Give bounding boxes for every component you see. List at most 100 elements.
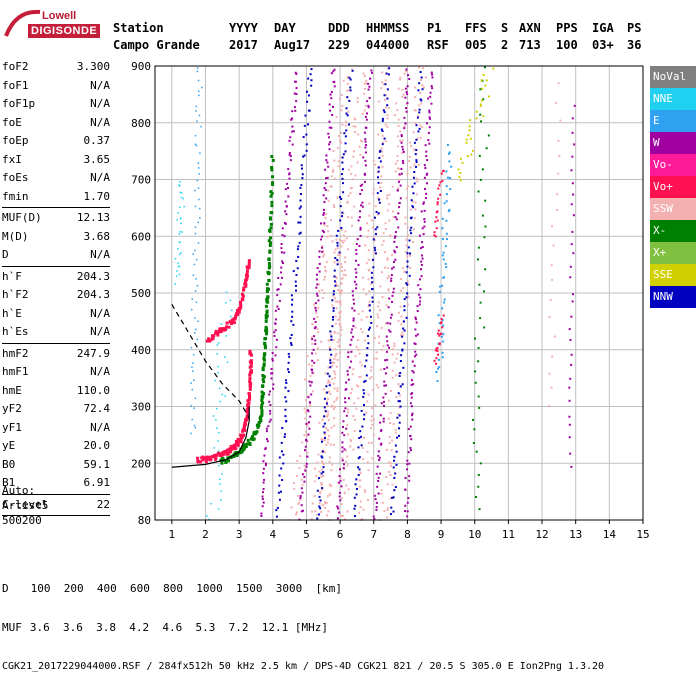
ssw-echo xyxy=(399,78,402,81)
w-echo xyxy=(314,302,317,305)
ssw-echo xyxy=(342,241,345,244)
ssw-echo xyxy=(324,372,327,375)
ssw-echo xyxy=(312,303,315,306)
trace-echo xyxy=(260,396,264,400)
ssw-echo xyxy=(375,351,378,354)
ssw-echo xyxy=(397,372,400,375)
w-echo xyxy=(266,438,269,441)
trace-echo xyxy=(242,433,246,437)
w-echo xyxy=(355,243,358,246)
w-echo xyxy=(364,126,367,129)
ssw-echo xyxy=(321,504,324,507)
ssw-echo xyxy=(327,510,330,513)
nnw-echo xyxy=(331,299,334,302)
chart-frame xyxy=(154,65,644,521)
w-echo xyxy=(355,271,358,274)
ssw-echo xyxy=(389,474,392,477)
x-echo xyxy=(474,495,477,498)
ssw-echo xyxy=(391,254,394,257)
ssw-echo xyxy=(401,151,404,154)
nnw-echo xyxy=(292,270,295,273)
nnw-echo xyxy=(361,425,364,428)
nnw-echo xyxy=(334,284,337,287)
logo-swoosh-icon xyxy=(4,9,41,37)
ssw-echo xyxy=(337,253,340,256)
ssw-echo xyxy=(331,361,334,364)
ssw-echo xyxy=(404,250,407,253)
w-echo xyxy=(306,455,309,458)
ssw-echo xyxy=(372,192,375,195)
sse-echo xyxy=(484,84,487,87)
ssw-echo xyxy=(387,106,390,109)
param-row: C-level 22 xyxy=(2,496,110,515)
w-echo xyxy=(403,510,406,513)
w-echo xyxy=(416,305,419,308)
x-echo xyxy=(477,347,480,350)
w-echo xyxy=(328,143,331,146)
ssw-echo xyxy=(361,276,364,279)
ssw-echo xyxy=(340,228,343,231)
y-tick-label: 300 xyxy=(131,401,151,414)
ssw-echo xyxy=(297,494,300,497)
w-echo xyxy=(407,428,410,431)
footer-d-val: 600 xyxy=(130,582,150,595)
vo-echo xyxy=(438,343,441,346)
w-echo xyxy=(274,318,277,321)
nnw-echo xyxy=(405,282,408,285)
ssw-echo xyxy=(368,214,371,217)
nnw-echo xyxy=(310,84,313,87)
w-echo xyxy=(295,100,298,103)
ssw-echo xyxy=(340,131,343,134)
trace-echo xyxy=(271,158,275,162)
nnw-echo xyxy=(322,470,325,473)
nnw-echo xyxy=(351,69,354,72)
x-echo xyxy=(481,168,484,171)
w-echo xyxy=(360,204,363,207)
ssw-echo xyxy=(417,104,420,107)
ssw-echo xyxy=(377,386,380,389)
hdr-value-station: Campo Grande xyxy=(113,38,200,52)
trace-echo xyxy=(265,300,269,304)
w-echo xyxy=(397,212,400,215)
w-echo xyxy=(313,327,316,330)
e-echo xyxy=(196,70,199,73)
w-echo xyxy=(374,498,377,501)
ssw-echo xyxy=(375,357,378,360)
e-echo xyxy=(441,227,444,230)
ssw-echo xyxy=(346,464,349,467)
nnw-echo xyxy=(367,335,370,338)
w-echo xyxy=(354,259,357,262)
w-echo xyxy=(411,392,414,395)
ssw-echo xyxy=(551,355,554,358)
ssw-echo xyxy=(347,248,350,251)
ssw-echo xyxy=(350,216,353,219)
w-echo xyxy=(274,309,277,312)
param-key: yE xyxy=(2,439,16,452)
trace-echo xyxy=(230,445,234,449)
ssw-echo xyxy=(340,141,343,144)
e-echo xyxy=(439,285,442,288)
w-echo xyxy=(261,505,264,508)
w-echo xyxy=(341,459,344,462)
w-echo xyxy=(386,358,389,361)
nnw-echo xyxy=(341,156,344,159)
ssw-echo xyxy=(340,289,343,292)
ssw-echo xyxy=(327,339,330,342)
ssw-echo xyxy=(373,252,376,255)
e-echo xyxy=(196,179,199,182)
nnw-echo xyxy=(284,396,287,399)
w-echo xyxy=(324,182,327,185)
w-echo xyxy=(369,77,372,80)
ssw-echo xyxy=(343,492,346,495)
nnw-echo xyxy=(365,359,368,362)
nnw-echo xyxy=(401,348,404,351)
w-echo xyxy=(395,218,398,221)
nnw-echo xyxy=(290,303,293,306)
nne-echo xyxy=(180,192,183,194)
trace-echo xyxy=(245,415,249,419)
w-echo xyxy=(351,335,354,338)
w-echo xyxy=(281,227,284,230)
nnw-echo xyxy=(325,385,328,388)
nnw-echo xyxy=(307,77,310,80)
e-echo xyxy=(441,307,444,310)
